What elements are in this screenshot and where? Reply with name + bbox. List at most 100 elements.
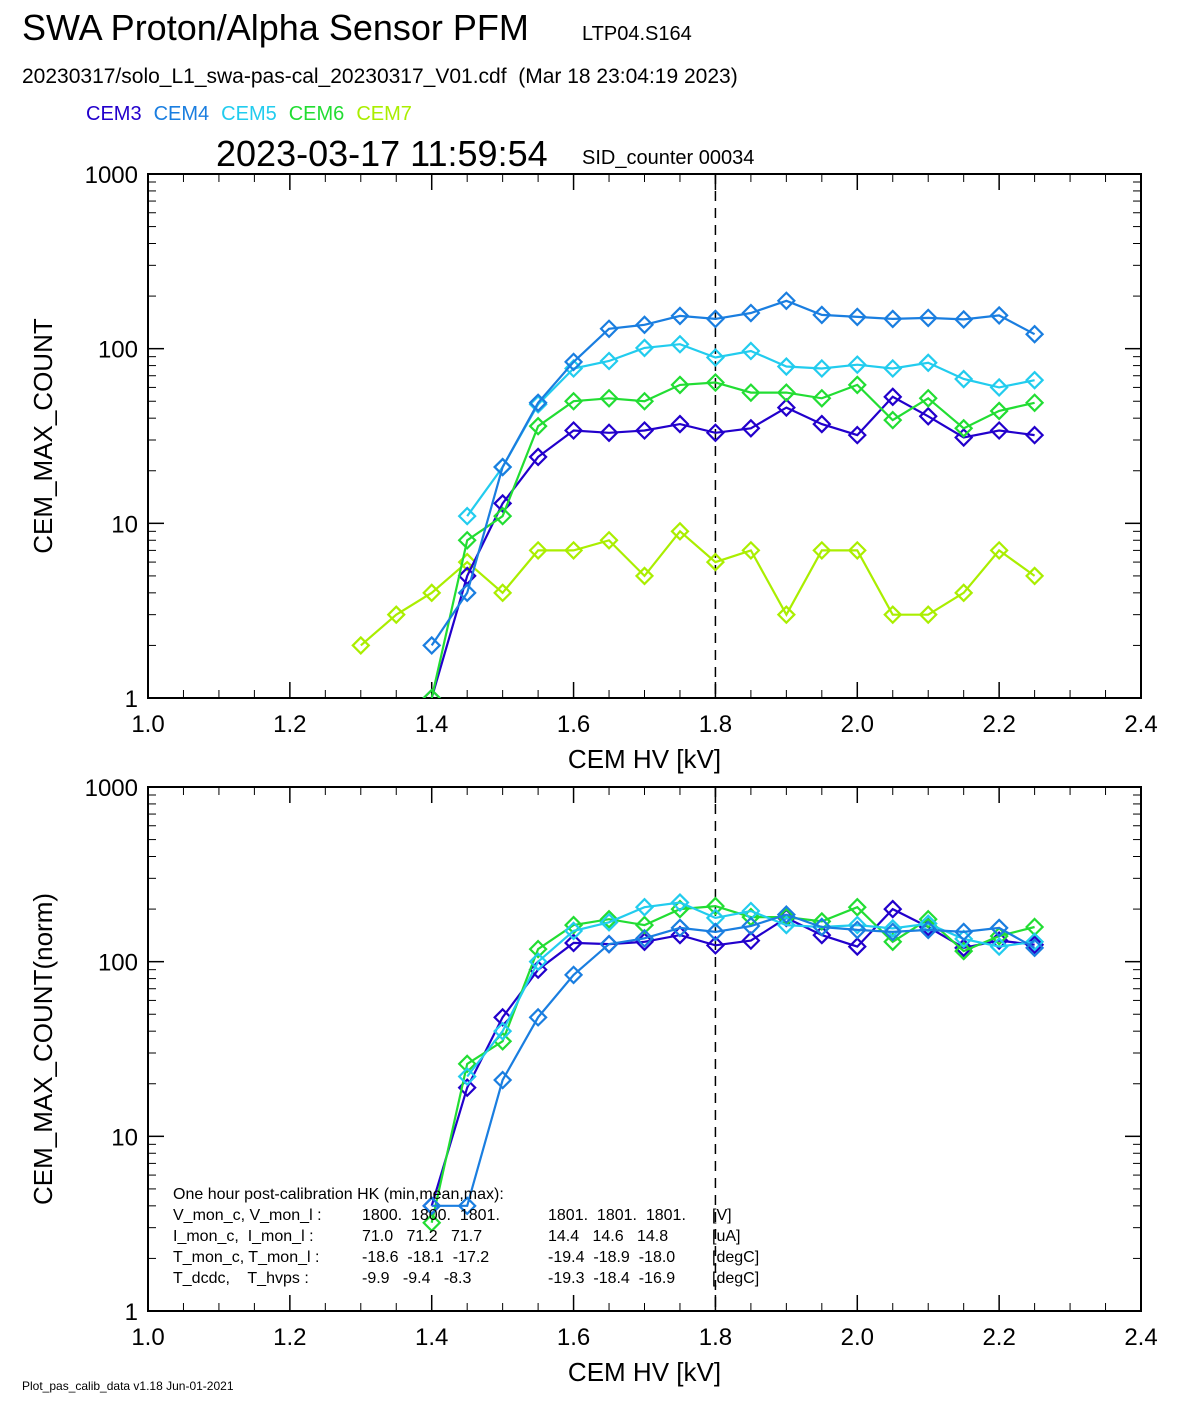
chart-panel-1: 1.0 1.2 1.4 1.6 1.8 2.0 2.2 2.4 1 10 100 1000 CEM HV… <box>28 162 1158 774</box>
data-point-cem7 <box>634 566 655 586</box>
x-tick-label: 1.4 <box>415 1324 448 1351</box>
data-point-cem3 <box>528 960 548 980</box>
data-point-cem7 <box>386 605 406 625</box>
sid-counter: SID_counter 00034 <box>582 147 755 169</box>
y-axis-label: CEM_MAX_COUNT(norm) <box>28 893 58 1205</box>
data-point-cem4 <box>812 917 832 937</box>
data-point-cem4 <box>457 583 477 603</box>
data-point-cem6 <box>883 932 903 952</box>
data-point-cem3 <box>564 933 584 953</box>
x-tick-label: 2.2 <box>982 711 1015 738</box>
legend-entry-cem7: CEM7 <box>356 103 412 125</box>
file-info: 20230317/solo_L1_swa-pas-cal_20230317_V0… <box>22 65 738 88</box>
data-point-cem4 <box>1025 938 1045 958</box>
hk-row-unit: [V] <box>712 1207 732 1224</box>
data-point-cem5 <box>670 892 690 913</box>
data-point-cem6 <box>954 941 974 961</box>
data-point-cem4 <box>457 1196 477 1216</box>
chart-panel-2: 1.0 1.2 1.4 1.6 1.8 2.0 2.2 2.4 1 10 100 1000 CEM HV… <box>28 775 1158 1387</box>
data-point-cem7 <box>422 583 442 603</box>
data-point-cem3 <box>812 414 832 434</box>
x-tick-label: 2.2 <box>982 1324 1015 1351</box>
data-point-cem4 <box>705 922 725 942</box>
data-point-cem6 <box>705 372 725 393</box>
data-point-cem4 <box>741 303 761 323</box>
data-point-cem6 <box>564 915 584 935</box>
data-point-cem6 <box>741 383 761 403</box>
x-tick-label: 2.4 <box>1124 711 1157 738</box>
data-point-cem5 <box>918 914 938 934</box>
data-point-cem5 <box>1025 932 1045 952</box>
data-point-cem4 <box>528 393 548 413</box>
data-point-cem3 <box>528 447 548 467</box>
data-point-cem7 <box>599 530 619 550</box>
data-point-cem7 <box>883 605 903 625</box>
data-point-cem3 <box>812 925 832 945</box>
data-point-cem5 <box>599 351 619 371</box>
data-point-cem4 <box>564 352 584 372</box>
data-point-cem3 <box>705 423 725 443</box>
data-point-cem3 <box>954 427 974 448</box>
data-point-cem5 <box>989 377 1009 397</box>
data-point-cem6 <box>493 506 513 526</box>
hk-row-label: T_dcdc, T_hvps : <box>173 1270 309 1287</box>
hk-text-block: One hour post-calibration HK (min,mean,m… <box>173 1186 759 1287</box>
footer-version: Plot_pas_calib_data v1.18 Jun-01-2021 <box>22 1379 234 1393</box>
data-point-cem6 <box>634 391 655 411</box>
data-point-cem7 <box>493 583 513 603</box>
data-point-cem4 <box>954 309 974 329</box>
data-point-cem3 <box>847 425 867 445</box>
y-tick-label: 1 <box>125 686 138 713</box>
hk-row-label: V_mon_c, V_mon_l : <box>173 1207 322 1224</box>
hk-row-l-values: -19.4 -18.9 -18.0 <box>548 1249 675 1266</box>
legend-entry-cem3: CEM3 <box>86 103 142 125</box>
series-line-cem5 <box>466 901 1035 1078</box>
data-point-cem6 <box>989 401 1009 421</box>
hk-row-label: T_mon_c, T_mon_l : <box>173 1249 319 1266</box>
data-point-cem3 <box>493 1007 513 1027</box>
data-point-cem3 <box>847 937 867 957</box>
x-tick-label: 1.4 <box>415 711 448 738</box>
x-tick-label: 1.6 <box>557 1324 590 1351</box>
data-point-cem4 <box>883 309 903 329</box>
data-point-cem7 <box>670 521 690 541</box>
data-point-cem5 <box>883 918 903 938</box>
data-point-cem3 <box>776 398 796 418</box>
legend-entry-cem5: CEM5 <box>221 103 277 125</box>
data-point-cem4 <box>493 457 513 477</box>
x-tick-label: 1.0 <box>131 1324 164 1351</box>
data-point-cem6 <box>918 388 938 408</box>
data-point-cem3 <box>918 406 938 426</box>
data-point-cem4 <box>812 305 832 325</box>
plot-frame <box>147 173 1142 699</box>
data-point-cem5 <box>528 394 548 414</box>
data-point-cem4 <box>670 918 690 938</box>
data-point-cem7 <box>351 635 371 655</box>
data-point-cem3 <box>883 387 903 407</box>
y-tick-label: 10 <box>111 511 138 538</box>
data-point-cem5 <box>954 929 974 949</box>
data-point-cem4 <box>883 922 903 942</box>
data-point-cem6 <box>918 909 938 929</box>
data-point-cem7 <box>1025 566 1045 586</box>
data-point-cem3 <box>599 423 619 443</box>
hk-title: One hour post-calibration HK (min,mean,m… <box>173 1186 504 1203</box>
data-point-cem3 <box>705 935 725 955</box>
data-point-cem4 <box>776 905 796 925</box>
series-line-cem7 <box>360 529 1036 647</box>
data-point-cem5 <box>670 334 690 354</box>
data-point-cem4 <box>670 306 690 326</box>
hk-row-c-values: 1800. 1800. 1801. <box>362 1207 500 1224</box>
series-group <box>422 787 1045 1311</box>
data-point-cem4 <box>918 920 938 940</box>
data-point-cem5 <box>883 358 903 379</box>
x-axis-label: CEM HV [kV] <box>568 1357 721 1387</box>
data-point-cem5 <box>776 356 796 377</box>
x-tick-label: 1.2 <box>273 711 306 738</box>
x-tick-label: 1.8 <box>699 1324 732 1351</box>
data-point-cem4 <box>1025 324 1045 344</box>
data-point-cem4 <box>634 315 655 335</box>
data-point-cem5 <box>705 347 725 368</box>
chart-title: SWA Proton/Alpha Sensor PFM <box>22 7 529 48</box>
